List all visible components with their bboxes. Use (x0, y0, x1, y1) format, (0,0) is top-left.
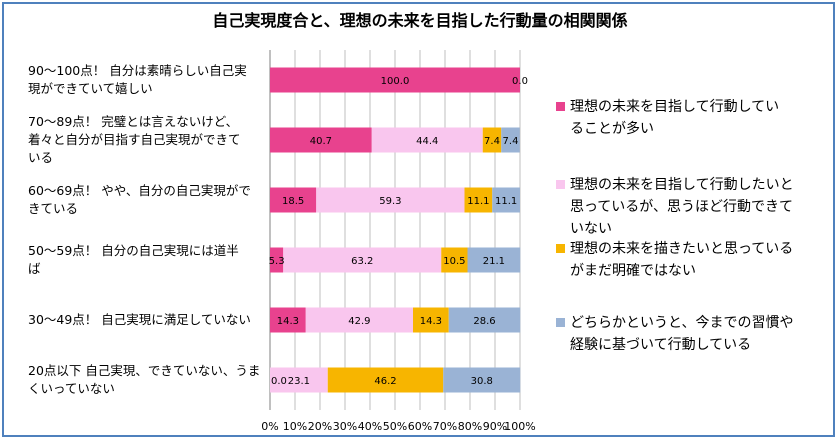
legend-label: がまだ明確ではない (570, 263, 696, 279)
category-label: 着々と自分が目指す自己実現ができて (28, 132, 241, 147)
x-tick-labels: 0% 10% 20% 30% 40% 50% 60% 70% 80% 90%100% (261, 420, 535, 433)
bar-segment (464, 187, 493, 213)
data-label: 0.0 (512, 76, 528, 87)
data-label: 14.3 (277, 316, 299, 327)
bar-segment (501, 127, 520, 153)
bar-segment (316, 187, 465, 213)
category-label: ば (28, 261, 41, 276)
bar-segment (448, 307, 521, 333)
data-labels: 100.0 0.0 40.7 44.4 7.4 7.4 18.5 59.3 11.1 11.1 5.… (269, 76, 528, 387)
x-tick-label: 60% (408, 420, 432, 433)
data-label: 0.0 (271, 376, 287, 387)
bar-segment (305, 307, 413, 333)
data-label: 40.7 (310, 136, 332, 147)
data-label: 42.9 (348, 316, 370, 327)
legend-label: 経験に基づいて行動している (570, 336, 751, 353)
data-label: 14.3 (420, 316, 442, 327)
legend-label: 理想の未来を目指して行動してい (570, 99, 779, 115)
data-label: 10.5 (443, 256, 465, 267)
category-label: くいっていない (28, 381, 115, 396)
legend-label: 理想の未来を目指して行動したいと (570, 177, 794, 193)
data-label: 7.4 (484, 136, 500, 147)
x-tick-label: 90% (483, 420, 507, 433)
bar-segment (283, 247, 442, 273)
bar-segment (482, 127, 502, 153)
bar-segment (413, 307, 449, 333)
x-tick-label: 30% (333, 420, 357, 433)
category-label: 現ができていて嬉しい (28, 81, 153, 96)
data-label: 59.3 (379, 196, 401, 207)
bar-segment (270, 67, 520, 93)
legend-label: いない (570, 221, 612, 237)
data-label: 11.1 (495, 196, 517, 207)
bar-segment (443, 367, 521, 393)
legend-swatch (556, 102, 565, 111)
x-tick-label: 70% (433, 420, 457, 433)
bar-segment (270, 127, 372, 153)
chart-title: 自己実現度合と、理想の未来を目指した行動量の相関関係 (212, 11, 627, 30)
data-label: 44.4 (416, 136, 438, 147)
bars (270, 67, 521, 393)
category-label: 50〜59点！ 自分の自己実現には道半 (28, 243, 239, 258)
data-label: 100.0 (381, 76, 410, 87)
data-label: 30.8 (471, 376, 493, 387)
category-label: 70〜89点！ 完璧とは言えないけど、 (28, 114, 238, 129)
legend-swatch (556, 244, 565, 253)
data-label: 18.5 (282, 196, 304, 207)
legend-label: 思っているが、思うほど行動できて (570, 199, 793, 215)
data-label: 7.4 (503, 136, 519, 147)
bar-segment (270, 307, 306, 333)
bar-segment (467, 247, 521, 273)
bar-segment (492, 187, 520, 213)
category-label: 90〜100点！ 自分は素晴らしい自己実 (28, 63, 247, 78)
data-label: 28.6 (473, 316, 495, 327)
x-tick-label: 40% (358, 420, 382, 433)
x-tick-label: 20% (308, 420, 332, 433)
legend: 理想の未来を目指して行動していることが多い理想の未来を目指して行動したいと思って… (556, 99, 794, 353)
legend-label: ることが多い (570, 120, 654, 137)
category-label: 30〜49点！ 自己実現に満足していない (28, 312, 251, 327)
data-label: 5.3 (269, 256, 285, 267)
category-label: きている (28, 201, 78, 216)
grid-lines (269, 50, 521, 410)
bar-segment (441, 247, 468, 273)
data-label: 11.1 (467, 196, 489, 207)
x-tick-label: 10% (283, 420, 307, 433)
bar-segment (270, 247, 284, 273)
legend-swatch (556, 180, 565, 189)
data-label: 46.2 (374, 376, 396, 387)
x-tick-label: 0% (261, 420, 278, 433)
category-label: いる (28, 150, 53, 165)
data-label: 63.2 (351, 256, 373, 267)
bar-segment (270, 187, 317, 213)
category-label: 20点以下 自己実現、できていない、うま (28, 363, 260, 378)
legend-label: 理想の未来を描きたいと思っている (570, 241, 793, 257)
bar-segment (327, 367, 444, 393)
legend-swatch (556, 318, 565, 327)
x-tick-label: 80% (458, 420, 482, 433)
legend-label: どちらかというと、今までの習慣や (570, 314, 793, 331)
data-label: 21.1 (483, 256, 505, 267)
bar-segment (270, 367, 328, 393)
data-label: 23.1 (288, 376, 310, 387)
x-tick-label: 100% (504, 420, 535, 433)
bar-segment (371, 127, 483, 153)
category-label: 60〜69点！ やや、自分の自己実現がで (28, 183, 251, 198)
x-tick-label: 50% (383, 420, 407, 433)
